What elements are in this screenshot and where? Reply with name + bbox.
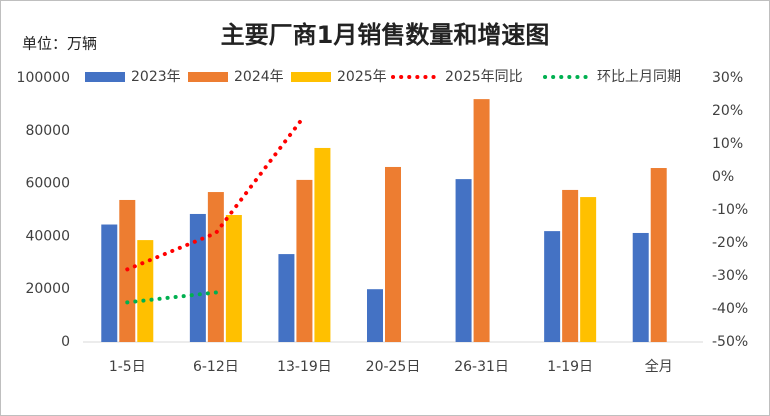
legend-label: 2024年 bbox=[234, 69, 284, 85]
unit-label: 单位：万辆 bbox=[22, 35, 97, 53]
y-tick-label: 60000 bbox=[25, 176, 70, 192]
y-tick-label: 80000 bbox=[25, 123, 70, 139]
bar bbox=[314, 147, 331, 342]
bar bbox=[544, 231, 561, 342]
bar bbox=[278, 254, 295, 342]
bar bbox=[562, 189, 579, 342]
x-tick-label: 13-19日 bbox=[277, 359, 332, 375]
legend-label: 2025年同比 bbox=[445, 69, 523, 85]
y2-tick-label: 20% bbox=[712, 103, 743, 119]
bar bbox=[207, 192, 224, 342]
legend-swatch bbox=[188, 72, 228, 82]
y2-tick-label: -50% bbox=[712, 334, 748, 350]
y-tick-label: 20000 bbox=[25, 281, 70, 297]
line-series bbox=[125, 290, 218, 305]
legend-label: 环比上月同期 bbox=[597, 69, 681, 85]
y-tick-label: 0 bbox=[61, 334, 70, 350]
bar bbox=[580, 197, 597, 342]
line-series bbox=[125, 113, 307, 272]
legend-swatch bbox=[85, 72, 125, 82]
bar bbox=[455, 179, 472, 342]
x-tick-label: 6-12日 bbox=[193, 359, 239, 375]
bar bbox=[473, 99, 490, 343]
bar bbox=[385, 166, 401, 342]
legend-swatch bbox=[291, 72, 331, 82]
chart-title: 主要厂商1月销售数量和增速图 bbox=[221, 21, 550, 49]
legend-label: 2025年 bbox=[337, 69, 387, 85]
y2-tick-label: -30% bbox=[712, 268, 748, 284]
y2-tick-label: -10% bbox=[712, 202, 748, 218]
y2-tick-label: -20% bbox=[712, 235, 748, 251]
y-tick-label: 40000 bbox=[25, 228, 70, 244]
bar bbox=[367, 289, 383, 342]
x-tick-label: 20-25日 bbox=[366, 359, 421, 375]
y2-tick-label: 30% bbox=[712, 70, 743, 86]
x-tick-label: 1-5日 bbox=[109, 359, 146, 375]
legend-label: 2023年 bbox=[131, 69, 181, 85]
y-tick-label: 100000 bbox=[17, 70, 70, 86]
bar bbox=[101, 224, 118, 342]
bar bbox=[137, 240, 154, 342]
y2-tick-label: 0% bbox=[712, 169, 734, 185]
x-tick-label: 26-31日 bbox=[454, 359, 509, 375]
x-tick-label: 1-19日 bbox=[547, 359, 593, 375]
bar bbox=[632, 232, 649, 342]
bar bbox=[189, 213, 206, 342]
x-tick-label: 全月 bbox=[645, 358, 673, 375]
bar bbox=[225, 215, 242, 342]
y2-tick-label: 10% bbox=[712, 136, 743, 152]
bar bbox=[650, 168, 667, 342]
bar bbox=[296, 179, 313, 342]
y2-tick-label: -40% bbox=[712, 301, 748, 317]
